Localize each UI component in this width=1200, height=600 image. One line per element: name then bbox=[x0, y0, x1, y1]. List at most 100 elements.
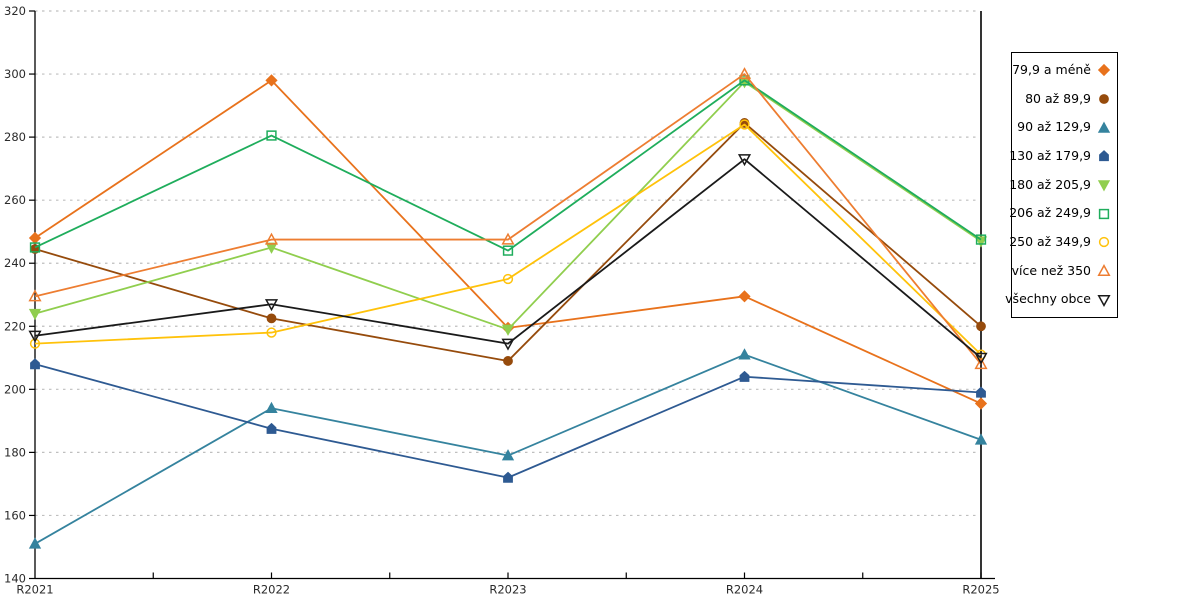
triangle-up-marker-icon bbox=[974, 433, 988, 445]
legend: 79,9 a méně 80 až 89,9 90 až 129,9 130 až 1… bbox=[1005, 52, 1118, 318]
legend-marker-icon bbox=[1099, 94, 1109, 104]
series-4 bbox=[28, 77, 988, 336]
legend-label: 79,9 a méně bbox=[1012, 62, 1091, 78]
triangle-down-marker-icon bbox=[28, 330, 42, 343]
square-marker-icon bbox=[502, 245, 514, 256]
legend-item: 79,9 a méně bbox=[1012, 62, 1117, 78]
legend-item: 90 až 129,9 bbox=[1012, 120, 1117, 136]
circle-marker-icon bbox=[739, 119, 750, 130]
circle-marker-icon bbox=[976, 321, 986, 332]
triangle-down-marker-icon bbox=[264, 299, 279, 312]
series-line bbox=[34, 158, 982, 359]
y-tick-label: 240 bbox=[4, 256, 26, 270]
series-line bbox=[34, 73, 982, 365]
legend-marker-icon bbox=[1098, 208, 1110, 219]
triangle-up-marker-icon bbox=[501, 449, 515, 461]
diamond-marker-icon bbox=[1097, 64, 1111, 77]
y-tick-label: 160 bbox=[4, 508, 26, 522]
series-line bbox=[34, 123, 982, 356]
triangle-down-marker-icon bbox=[501, 338, 515, 351]
legend-label: 206 až 249,9 bbox=[1009, 205, 1091, 221]
legend-label: 250 až 349,9 bbox=[1009, 234, 1091, 250]
pentagon-marker-icon bbox=[503, 471, 513, 483]
legend-label: více než 350 bbox=[1011, 262, 1091, 278]
series-1 bbox=[30, 118, 986, 366]
x-tick-label: R2024 bbox=[726, 583, 763, 597]
triangle-up-marker-icon bbox=[1097, 263, 1111, 276]
y-tick-label: 320 bbox=[4, 4, 26, 18]
x-tick-label: R2025 bbox=[962, 583, 999, 597]
square-marker-icon bbox=[29, 242, 41, 253]
legend-label: 90 až 129,9 bbox=[1017, 119, 1091, 135]
y-tick-label: 300 bbox=[4, 67, 26, 81]
legend-label: všechny obce bbox=[1005, 291, 1091, 307]
legend-marker-icon bbox=[1097, 121, 1111, 133]
triangle-up-marker-icon bbox=[28, 537, 42, 549]
legend-marker-icon bbox=[1098, 237, 1110, 248]
circle-marker-icon bbox=[266, 313, 277, 324]
y-tick-label: 200 bbox=[4, 382, 26, 396]
series-7 bbox=[28, 67, 988, 370]
legend-label: 80 až 89,9 bbox=[1025, 90, 1091, 106]
square-marker-icon bbox=[266, 130, 277, 141]
series-line bbox=[34, 81, 982, 331]
x-tick-label: R2023 bbox=[489, 583, 526, 597]
triangle-down-marker-icon bbox=[1097, 294, 1111, 307]
legend-marker-icon bbox=[1097, 64, 1111, 77]
legend-marker-icon bbox=[1097, 294, 1111, 307]
circle-marker-icon bbox=[29, 338, 41, 349]
series-line bbox=[34, 363, 982, 479]
legend-marker-icon bbox=[1099, 150, 1109, 162]
pentagon-marker-icon bbox=[30, 358, 40, 370]
y-tick-label: 180 bbox=[4, 445, 26, 459]
y-tick-label: 140 bbox=[4, 572, 26, 586]
triangle-up-marker-icon bbox=[501, 232, 515, 245]
x-tick-label: R2022 bbox=[253, 583, 290, 597]
triangle-down-marker-icon bbox=[501, 324, 515, 336]
x-tick-label: R2021 bbox=[16, 583, 53, 597]
circle-marker-icon bbox=[266, 327, 277, 338]
triangle-down-marker-icon bbox=[737, 154, 752, 167]
legend-item: 206 až 249,9 bbox=[1009, 205, 1117, 222]
diamond-marker-icon bbox=[265, 74, 278, 87]
legend-marker-icon bbox=[1097, 263, 1111, 276]
legend-item: 80 až 89,9 bbox=[1012, 91, 1117, 107]
triangle-down-marker-icon bbox=[28, 308, 42, 321]
legend-marker-icon bbox=[1097, 180, 1111, 192]
legend-item: všechny obce bbox=[1005, 292, 1117, 308]
square-marker-icon bbox=[1098, 208, 1110, 219]
y-tick-label: 260 bbox=[4, 193, 26, 207]
triangle-up-marker-icon bbox=[265, 401, 278, 414]
triangle-up-marker-icon bbox=[1097, 121, 1111, 133]
legend-item: 250 až 349,9 bbox=[1009, 234, 1117, 250]
diamond-marker-icon bbox=[28, 231, 42, 245]
pentagon-marker-icon bbox=[266, 422, 277, 434]
circle-marker-icon bbox=[503, 356, 513, 366]
triangle-down-marker-icon bbox=[1097, 180, 1111, 192]
triangle-up-marker-icon bbox=[28, 289, 42, 302]
legend-item: více než 350 bbox=[1012, 263, 1117, 279]
legend-label: 180 až 205,9 bbox=[1009, 176, 1091, 192]
legend-label: 130 až 179,9 bbox=[1009, 148, 1091, 164]
legend-item: 130 až 179,9 bbox=[1009, 148, 1117, 164]
y-tick-label: 280 bbox=[4, 130, 26, 144]
pentagon-marker-icon bbox=[739, 370, 750, 382]
series-2 bbox=[28, 348, 988, 549]
series-8 bbox=[28, 154, 988, 365]
diamond-marker-icon bbox=[974, 397, 988, 410]
triangle-down-marker-icon bbox=[974, 352, 988, 365]
square-marker-icon bbox=[975, 234, 987, 245]
series-line bbox=[34, 79, 982, 252]
circle-marker-icon bbox=[502, 273, 514, 285]
diamond-marker-icon bbox=[738, 290, 751, 303]
legend-item: 180 až 205,9 bbox=[1009, 176, 1117, 193]
series-5 bbox=[29, 75, 987, 256]
triangle-up-marker-icon bbox=[737, 67, 752, 80]
series-3 bbox=[30, 358, 986, 483]
triangle-up-marker-icon bbox=[738, 348, 751, 360]
pentagon-marker-icon bbox=[976, 386, 986, 398]
circle-marker-icon bbox=[1098, 237, 1110, 248]
triangle-up-marker-icon bbox=[974, 357, 988, 370]
